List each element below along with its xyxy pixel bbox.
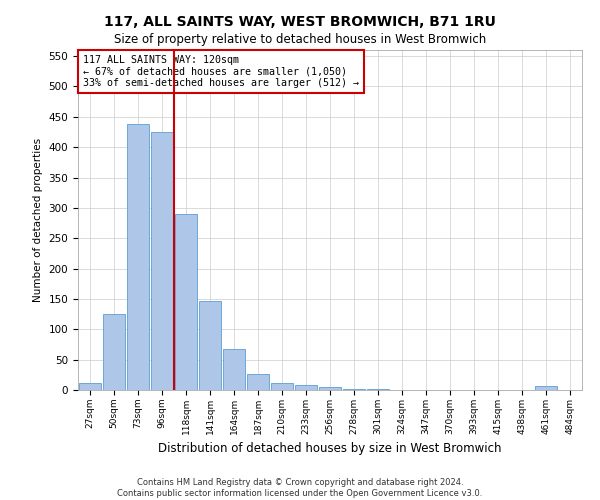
Bar (271, 382, 293, 390)
Bar (175, 214, 197, 390)
Bar (151, 132, 173, 390)
Text: 117, ALL SAINTS WAY, WEST BROMWICH, B71 1RU: 117, ALL SAINTS WAY, WEST BROMWICH, B71 … (104, 15, 496, 29)
Bar (199, 300, 221, 390)
Text: Contains HM Land Registry data © Crown copyright and database right 2024.
Contai: Contains HM Land Registry data © Crown c… (118, 478, 482, 498)
Text: 117 ALL SAINTS WAY: 120sqm
← 67% of detached houses are smaller (1,050)
33% of s: 117 ALL SAINTS WAY: 120sqm ← 67% of deta… (83, 55, 359, 88)
Bar (223, 348, 245, 390)
Text: Size of property relative to detached houses in West Bromwich: Size of property relative to detached ho… (114, 32, 486, 46)
Bar (127, 124, 149, 390)
Y-axis label: Number of detached properties: Number of detached properties (33, 138, 43, 302)
Bar (247, 374, 269, 390)
Bar (295, 385, 317, 390)
Bar (535, 386, 557, 390)
X-axis label: Distribution of detached houses by size in West Bromwich: Distribution of detached houses by size … (158, 442, 502, 456)
Bar (103, 314, 125, 390)
Bar (79, 382, 101, 390)
Bar (319, 387, 341, 390)
